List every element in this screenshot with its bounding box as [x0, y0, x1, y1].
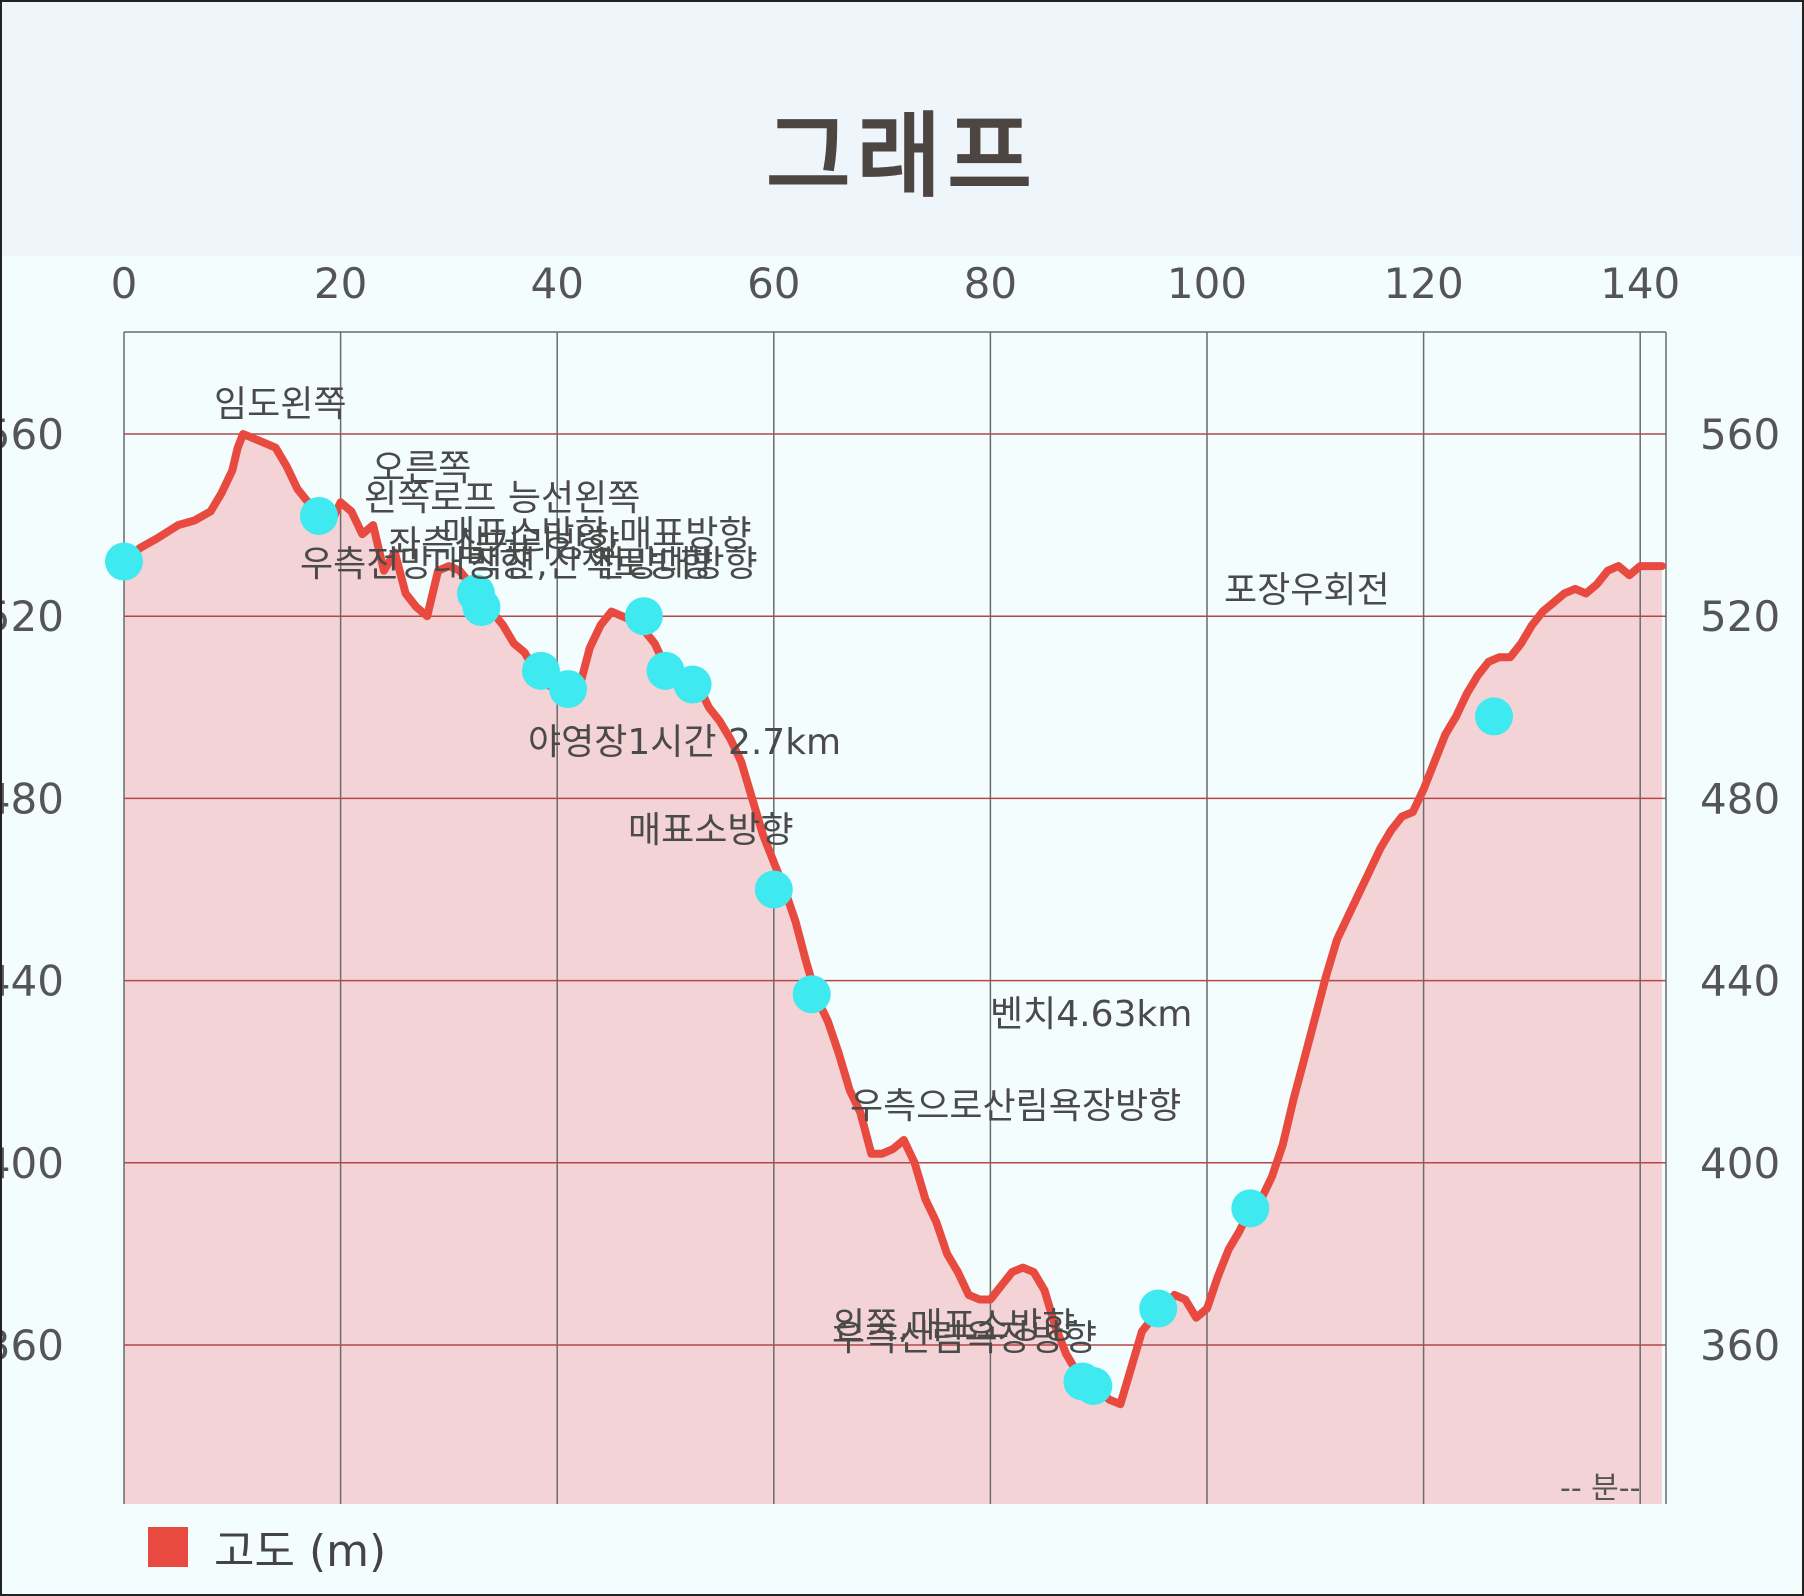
y-tick-label-right-360: 360 — [1700, 1321, 1780, 1370]
x-tick-label-0: 0 — [111, 259, 138, 308]
waypoint-label-5: 우측전망대방향 — [300, 544, 532, 585]
waypoint-14 — [1231, 1189, 1270, 1228]
legend-swatch — [148, 1527, 188, 1567]
area-fill-layer — [124, 434, 1662, 1504]
waypoint-3 — [462, 588, 501, 627]
legend: 고도 (m) — [148, 1522, 386, 1577]
waypoint-8 — [673, 665, 712, 704]
x-tick-label-100: 100 — [1167, 259, 1247, 308]
waypoint-10 — [792, 975, 831, 1014]
waypoint-4 — [521, 651, 560, 690]
waypoint-label-3: 좌측삼거리방향 — [388, 524, 620, 565]
x-tick-label-40: 40 — [530, 259, 583, 308]
waypoint-label-14: 포장우회전 — [1224, 570, 1390, 611]
waypoint-label-8: 야영장1시간 2.7km — [528, 722, 841, 763]
y-tick-label-right-520: 520 — [1700, 592, 1780, 641]
y-tick-label-left-360: 360 — [2, 1321, 64, 1370]
y-tick-label-left-400: 400 — [2, 1139, 64, 1188]
waypoint-layer — [105, 496, 1513, 1405]
waypoint-5 — [549, 670, 588, 709]
x-tick-label-60: 60 — [747, 259, 800, 308]
x-axis-unit-label: -- 분-- — [1560, 1471, 1640, 1506]
waypoint-label-4: 매표소방향,매표방향 — [442, 514, 752, 555]
waypoint-label-11: 우측으로산림욕장방향 — [850, 1086, 1181, 1127]
grid-layer — [123, 331, 1667, 1504]
x-tick-label-120: 120 — [1384, 259, 1464, 308]
y-tick-label-right-400: 400 — [1700, 1139, 1780, 1188]
y-tick-label-left-560: 560 — [2, 410, 64, 459]
elevation-line — [120, 430, 1666, 1409]
waypoint-label-1: 오른쪽 — [372, 448, 471, 489]
waypoint-label-6: 직진,산책로방향 — [470, 544, 713, 585]
series-line-layer — [120, 430, 1666, 1409]
tick-label-layer: 0 20 40 60 80 100 120 140 360 360 400 400 440 440 480 4… — [2, 259, 1780, 1370]
waypoint-label-7: 전망대방향 — [592, 544, 758, 585]
y-tick-label-left-440: 440 — [2, 957, 64, 1006]
waypoint-6 — [624, 597, 663, 636]
waypoint-15 — [1474, 697, 1513, 736]
legend-label: 고도 (m) — [214, 1526, 387, 1577]
waypoint-label-10: 벤치4.63km — [990, 994, 1192, 1035]
chart-header: 그래프 — [2, 2, 1802, 256]
waypoint-label-2: 왼쪽로프 능선왼쪽 — [364, 478, 640, 519]
waypoint-13 — [1139, 1289, 1178, 1328]
y-tick-label-left-520: 520 — [2, 592, 64, 641]
waypoint-label-12: 우측산림욕장방향 — [832, 1318, 1097, 1359]
waypoint-label-0: 임도왼쪽 — [214, 384, 346, 425]
y-tick-label-left-480: 480 — [2, 774, 64, 823]
y-tick-label-right-560: 560 — [1700, 410, 1780, 459]
waypoint-1 — [299, 496, 338, 535]
x-tick-label-20: 20 — [314, 259, 367, 308]
x-tick-label-140: 140 — [1600, 259, 1680, 308]
x-tick-label-80: 80 — [964, 259, 1017, 308]
waypoint-12 — [1074, 1366, 1113, 1405]
waypoint-0 — [105, 542, 143, 581]
waypoint-label-9: 매표소방향 — [628, 810, 794, 851]
y-tick-label-right-480: 480 — [1700, 774, 1780, 823]
y-tick-label-right-440: 440 — [1700, 957, 1780, 1006]
elevation-area — [124, 434, 1662, 1504]
waypoint-label-13: 왼쪽,매표소방향 — [832, 1306, 1075, 1347]
waypoint-9 — [754, 870, 793, 909]
page-title: 그래프 — [766, 103, 1038, 210]
